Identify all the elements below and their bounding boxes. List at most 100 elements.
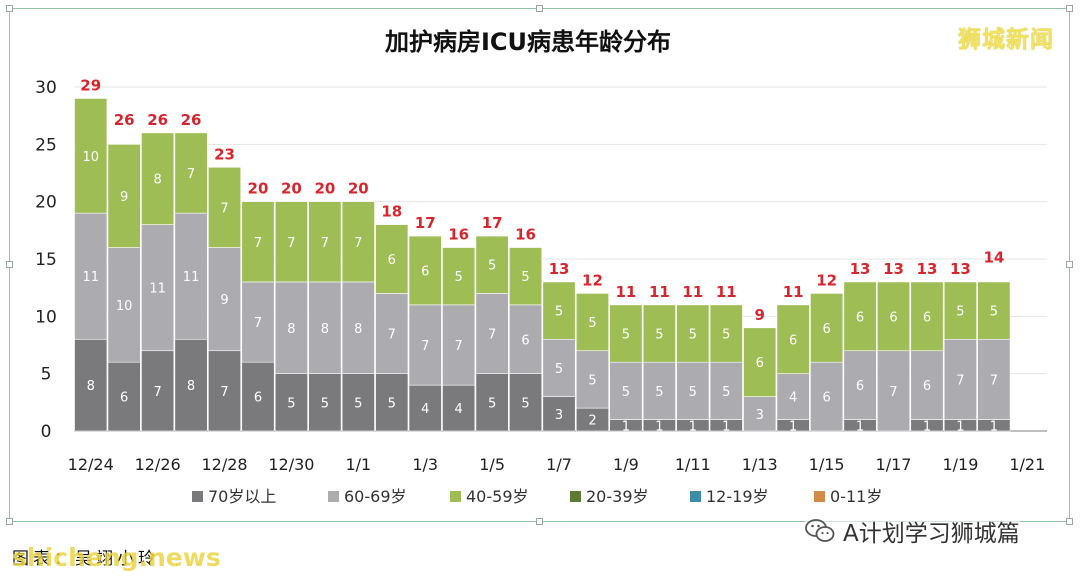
segment-label: 8: [87, 379, 95, 394]
segment-label: 5: [521, 396, 529, 411]
segment-label: 7: [153, 385, 161, 400]
bar-segment: [308, 281, 342, 374]
segment-label: 6: [923, 310, 931, 325]
legend-swatch: [328, 491, 339, 502]
segment-label: 2: [588, 414, 596, 429]
segment-label: 5: [990, 305, 998, 320]
segment-label: 6: [120, 391, 128, 406]
y-tick-label: 10: [35, 307, 57, 327]
watermark-text: shicheng.news: [12, 543, 221, 572]
x-tick-label: 1/19: [942, 455, 978, 474]
segment-label: 6: [789, 333, 797, 348]
total-label: 20: [248, 180, 269, 198]
legend-label: 0-11岁: [830, 487, 882, 506]
total-label: 17: [482, 214, 503, 232]
bar-segment: [241, 361, 275, 432]
bar-segment: [208, 247, 242, 352]
bar-segment: [442, 304, 476, 386]
bar-segment: [642, 361, 676, 420]
segment-label: 6: [889, 310, 897, 325]
bar-segment: [107, 144, 141, 248]
source-caption: 图表：吴翊小玲: [12, 549, 159, 569]
total-label: 18: [381, 203, 402, 221]
resize-handle[interactable]: [6, 261, 13, 268]
bar-segment: [475, 235, 509, 294]
legend-label: 60-69岁: [344, 487, 407, 506]
x-tick-label: 1/15: [809, 455, 845, 474]
x-tick-label: 12/24: [68, 455, 114, 474]
total-label: 11: [649, 283, 670, 301]
bar-segment: [676, 304, 710, 363]
bar-segment: [509, 247, 543, 306]
y-axis: 0 5 10 15 20 25 30: [35, 78, 57, 442]
segment-label: 5: [521, 270, 529, 285]
bar-segment: [341, 373, 375, 432]
segment-label: 5: [622, 385, 630, 400]
bar-segment: [676, 361, 710, 420]
resize-handle[interactable]: [536, 518, 543, 525]
resize-handle[interactable]: [536, 5, 543, 12]
wechat-watermark: A计划学习狮城篇: [805, 514, 1020, 548]
bar-segment: [542, 281, 576, 340]
segment-label: 11: [149, 282, 166, 297]
legend-swatch: [450, 491, 461, 502]
segment-label: 6: [822, 322, 830, 337]
legend-label: 12-19岁: [706, 487, 769, 506]
bar-segment: [910, 350, 944, 420]
resize-handle[interactable]: [1066, 5, 1073, 12]
bar-segment: [74, 338, 108, 432]
segment-label: 7: [421, 339, 429, 354]
segment-label: 8: [354, 322, 362, 337]
bar-segment: [375, 373, 409, 432]
segment-label: 1: [622, 419, 630, 434]
legend-swatch: [570, 491, 581, 502]
y-tick-label: 20: [35, 193, 57, 213]
bar-segment: [542, 396, 576, 432]
segment-label: 7: [488, 328, 496, 343]
bar-segment: [609, 304, 643, 363]
segment-label: 6: [521, 333, 529, 348]
segment-label: 6: [388, 253, 396, 268]
bar-segment: [776, 304, 810, 374]
brand-logo-text: 狮城新闻: [958, 27, 1054, 53]
bar-segment: [442, 247, 476, 306]
bar-segment: [241, 281, 275, 363]
segment-label: 7: [220, 201, 228, 216]
segment-label: 5: [321, 396, 329, 411]
bar-segment: [475, 373, 509, 432]
segment-label: 6: [822, 391, 830, 406]
segment-label: 4: [421, 402, 429, 417]
segment-label: 6: [421, 264, 429, 279]
total-label: 17: [415, 214, 436, 232]
segment-label: 5: [488, 259, 496, 274]
segment-label: 6: [856, 379, 864, 394]
bar-segment: [174, 212, 208, 340]
bar-segment: [642, 304, 676, 363]
bar-segment: [743, 327, 777, 397]
segment-label: 7: [254, 316, 262, 331]
x-tick-label: 1/7: [546, 455, 572, 474]
bar-segment: [107, 361, 141, 432]
resize-handle[interactable]: [1066, 518, 1073, 525]
x-axis: 12/24 12/26 12/28 12/30 1/1 1/3 1/5 1/7 1/9 1/11 1…: [68, 455, 1046, 474]
bar-segment: [609, 361, 643, 420]
segment-label: 5: [555, 305, 563, 320]
segment-label: 5: [689, 328, 697, 343]
bar-segment: [943, 338, 977, 420]
x-tick-label: 1/13: [742, 455, 778, 474]
resize-handle[interactable]: [6, 518, 13, 525]
bar-segment: [208, 350, 242, 432]
segment-label: 7: [956, 373, 964, 388]
bar-segment: [442, 384, 476, 432]
y-tick-label: 0: [41, 422, 52, 442]
segment-label: 5: [622, 328, 630, 343]
bar-segment: [509, 373, 543, 432]
segment-label: 10: [82, 150, 99, 165]
resize-handle[interactable]: [1066, 261, 1073, 268]
segment-label: 5: [488, 396, 496, 411]
resize-handle[interactable]: [6, 5, 13, 12]
segment-label: 1: [789, 419, 797, 434]
legend: 70岁以上 60-69岁 40-59岁 20-39岁 12-19岁 0-11岁: [192, 487, 882, 506]
bar-segment: [241, 201, 275, 283]
